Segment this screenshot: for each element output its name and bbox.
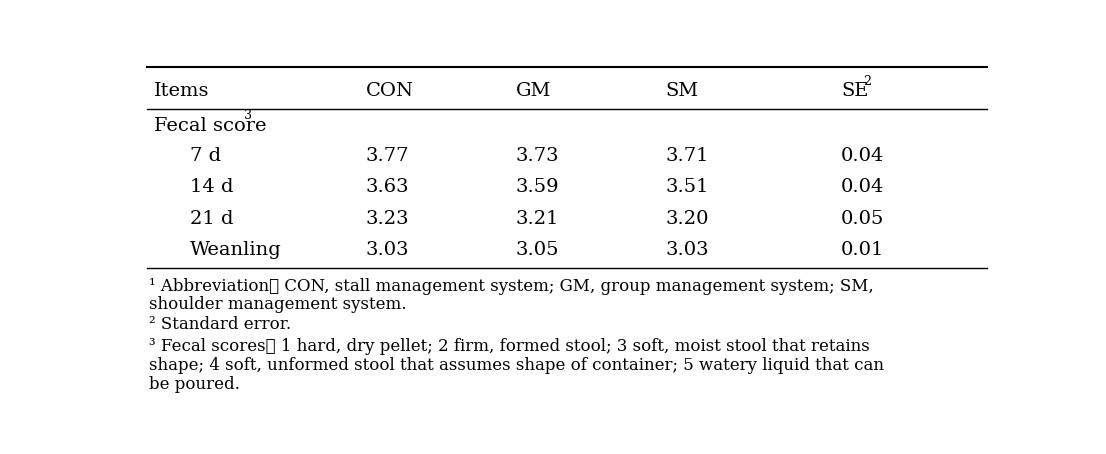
Text: SM: SM (666, 82, 699, 100)
Text: shoulder management system.: shoulder management system. (148, 296, 406, 313)
Text: 0.04: 0.04 (841, 178, 885, 196)
Text: Fecal score: Fecal score (154, 117, 267, 135)
Text: ³ Fecal scores： 1 hard, dry pellet; 2 firm, formed stool; 3 soft, moist stool th: ³ Fecal scores： 1 hard, dry pellet; 2 fi… (148, 338, 869, 355)
Text: 3.03: 3.03 (666, 241, 709, 259)
Text: 0.05: 0.05 (841, 210, 885, 228)
Text: 3.77: 3.77 (365, 147, 409, 165)
Text: be poured.: be poured. (148, 376, 239, 393)
Text: 0.04: 0.04 (841, 147, 885, 165)
Text: Weanling: Weanling (190, 241, 281, 259)
Text: ¹ Abbreviation： CON, stall management system; GM, group management system; SM,: ¹ Abbreviation： CON, stall management sy… (148, 278, 874, 296)
Text: 3.73: 3.73 (515, 147, 559, 165)
Text: Items: Items (154, 82, 209, 100)
Text: 3: 3 (243, 109, 252, 122)
Text: 3.20: 3.20 (666, 210, 709, 228)
Text: SE: SE (841, 82, 868, 100)
Text: 14 d: 14 d (190, 178, 233, 196)
Text: 0.01: 0.01 (841, 241, 885, 259)
Text: 3.03: 3.03 (365, 241, 409, 259)
Text: shape; 4 soft, unformed stool that assumes shape of container; 5 watery liquid t: shape; 4 soft, unformed stool that assum… (148, 357, 884, 374)
Text: CON: CON (365, 82, 414, 100)
Text: 3.23: 3.23 (365, 210, 409, 228)
Text: 3.05: 3.05 (515, 241, 559, 259)
Text: 3.63: 3.63 (365, 178, 409, 196)
Text: 2: 2 (864, 75, 872, 88)
Text: 7 d: 7 d (190, 147, 221, 165)
Text: 3.71: 3.71 (666, 147, 709, 165)
Text: 3.21: 3.21 (515, 210, 559, 228)
Text: 3.59: 3.59 (515, 178, 559, 196)
Text: 21 d: 21 d (190, 210, 233, 228)
Text: ² Standard error.: ² Standard error. (148, 316, 291, 333)
Text: 3.51: 3.51 (666, 178, 709, 196)
Text: GM: GM (515, 82, 551, 100)
